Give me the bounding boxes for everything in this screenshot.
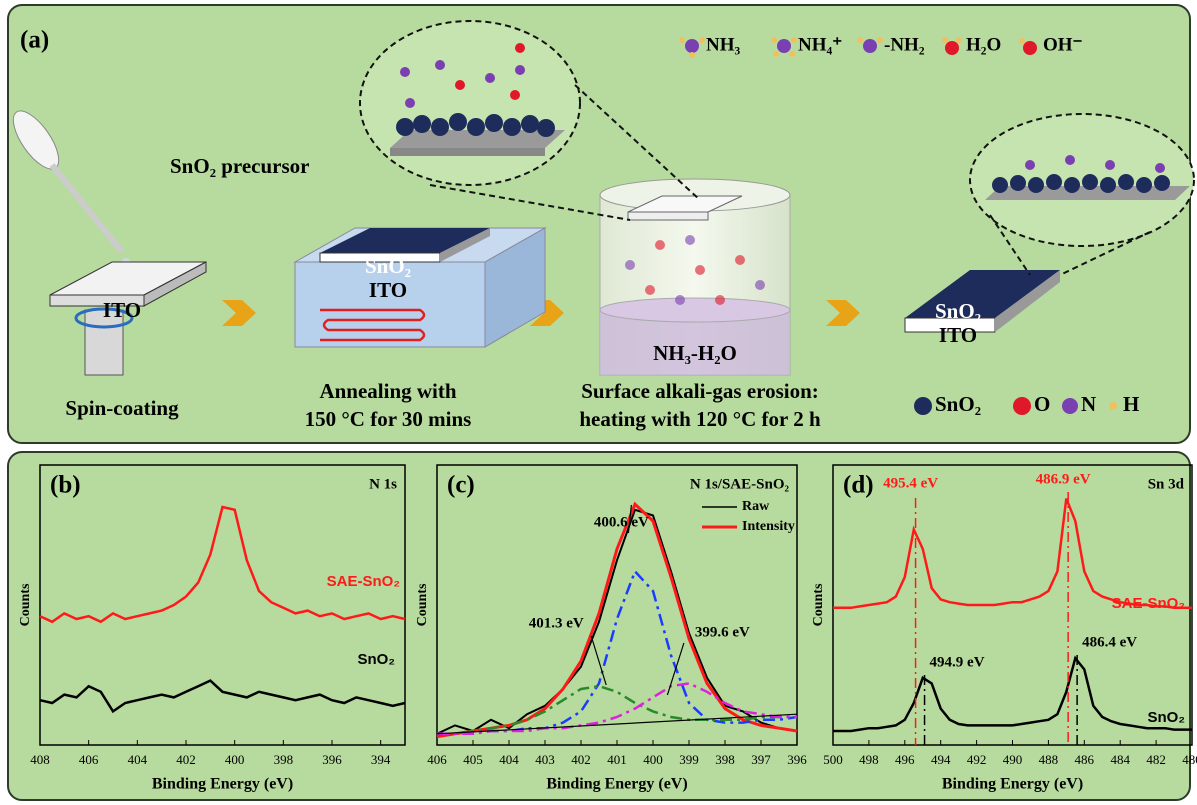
step-text: Surface alkali-gas erosion: bbox=[581, 379, 819, 403]
step-text: SnO₂ bbox=[365, 254, 411, 278]
legend-text: OH⁻ bbox=[1043, 34, 1083, 55]
step-text: Annealing with bbox=[319, 379, 456, 403]
legend-text: -NH₂ bbox=[884, 34, 925, 55]
x-tick-label: 396 bbox=[322, 752, 342, 767]
step-text: SnO₂ precursor bbox=[170, 154, 310, 178]
legend-text: H bbox=[1123, 392, 1139, 416]
y-axis-label: Counts bbox=[811, 583, 826, 626]
panel-title: Sn 3d bbox=[1148, 476, 1185, 492]
x-tick-label: 488 bbox=[1039, 752, 1059, 767]
legend-text: O bbox=[1034, 392, 1050, 416]
panel-label: (b) bbox=[50, 472, 81, 499]
x-tick-label: 404 bbox=[499, 752, 519, 767]
x-tick-label: 401 bbox=[607, 752, 627, 767]
x-tick-label: 494 bbox=[931, 752, 951, 767]
step-text: ITO bbox=[369, 278, 407, 302]
legend-label: Raw bbox=[742, 499, 770, 514]
x-tick-label: 490 bbox=[1003, 752, 1023, 767]
x-tick-label: 394 bbox=[371, 752, 391, 767]
legend-text: NH₃ bbox=[706, 34, 741, 55]
x-tick-label: 397 bbox=[751, 752, 771, 767]
step-text: heating with 120 °C for 2 h bbox=[579, 407, 821, 431]
x-tick-label: 406 bbox=[79, 752, 99, 767]
x-tick-label: 403 bbox=[535, 752, 555, 767]
marker-label: 486.4 eV bbox=[1082, 634, 1137, 650]
x-tick-label: 498 bbox=[859, 752, 879, 767]
x-tick-label: 486 bbox=[1075, 752, 1095, 767]
x-axis-label: Binding Energy (eV) bbox=[152, 776, 293, 793]
x-tick-label: 484 bbox=[1110, 752, 1130, 767]
x-axis-label: Binding Energy (eV) bbox=[546, 776, 687, 793]
legend-label: Intensity bbox=[742, 519, 795, 534]
x-tick-label: 492 bbox=[967, 752, 987, 767]
step-text: SnO₂ bbox=[935, 299, 981, 323]
x-axis-label: Binding Energy (eV) bbox=[942, 776, 1083, 793]
figure: (a) NH₃ NH₄⁺ -NH₂ H₂O OH⁻ SnO₂ precursor… bbox=[0, 0, 1197, 805]
icon bbox=[685, 39, 699, 53]
marker-label: 495.4 eV bbox=[883, 475, 938, 491]
marker-label: 494.9 eV bbox=[930, 654, 985, 670]
step-text: ITO bbox=[939, 323, 977, 347]
x-tick-label: 500 bbox=[823, 752, 843, 767]
x-tick-label: 398 bbox=[715, 752, 735, 767]
series-label: SnO₂ bbox=[358, 651, 396, 668]
x-tick-label: 406 bbox=[427, 752, 447, 767]
step-text: ITO bbox=[103, 298, 141, 322]
panel-title: N 1s bbox=[369, 476, 397, 492]
marker-label: 486.9 eV bbox=[1036, 471, 1091, 487]
series-label: SAE-SnO₂ bbox=[1112, 595, 1185, 612]
x-tick-label: 402 bbox=[176, 752, 196, 767]
series-label: SnO₂ bbox=[1148, 709, 1186, 726]
legend-text: H₂O bbox=[966, 34, 1001, 55]
panel-label: (a) bbox=[20, 27, 49, 54]
x-tick-label: 396 bbox=[787, 752, 807, 767]
panel-title: N 1s/SAE-SnO₂ bbox=[690, 476, 790, 492]
y-axis-label: Counts bbox=[18, 583, 33, 626]
x-tick-label: 404 bbox=[128, 752, 148, 767]
x-tick-label: 398 bbox=[274, 752, 294, 767]
x-tick-label: 400 bbox=[643, 752, 663, 767]
x-tick-label: 482 bbox=[1146, 752, 1166, 767]
step-text: 150 °C for 30 mins bbox=[305, 407, 472, 431]
x-tick-label: 408 bbox=[30, 752, 50, 767]
x-tick-label: 402 bbox=[571, 752, 591, 767]
x-tick-label: 480 bbox=[1182, 752, 1197, 767]
panel-bcd-frame bbox=[8, 452, 1190, 800]
panel-label: (c) bbox=[447, 472, 475, 499]
legend-text: NH₄⁺ bbox=[798, 34, 842, 55]
x-tick-label: 400 bbox=[225, 752, 245, 767]
y-axis-label: Counts bbox=[415, 583, 430, 626]
legend-text: SnO₂ bbox=[935, 392, 981, 416]
marker-label: 401.3 eV bbox=[529, 615, 584, 631]
marker-label: 399.6 eV bbox=[695, 624, 750, 640]
step-text: Spin-coating bbox=[65, 396, 179, 420]
x-tick-label: 399 bbox=[679, 752, 699, 767]
marker-label: 400.6 eV bbox=[594, 514, 649, 530]
series-label: SAE-SnO₂ bbox=[327, 573, 400, 590]
step-text: NH₃-H₂O bbox=[653, 341, 737, 365]
x-tick-label: 496 bbox=[895, 752, 915, 767]
legend-text: N bbox=[1081, 392, 1096, 416]
panel-label: (d) bbox=[843, 472, 874, 499]
x-tick-label: 405 bbox=[463, 752, 483, 767]
